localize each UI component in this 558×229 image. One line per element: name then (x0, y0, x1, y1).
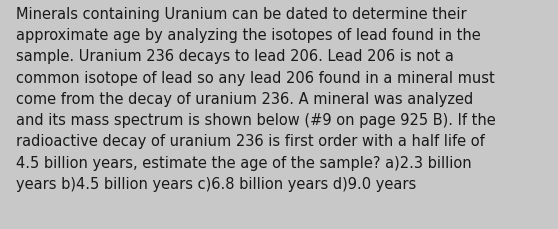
Text: Minerals containing Uranium can be dated to determine their
approximate age by a: Minerals containing Uranium can be dated… (16, 7, 496, 191)
